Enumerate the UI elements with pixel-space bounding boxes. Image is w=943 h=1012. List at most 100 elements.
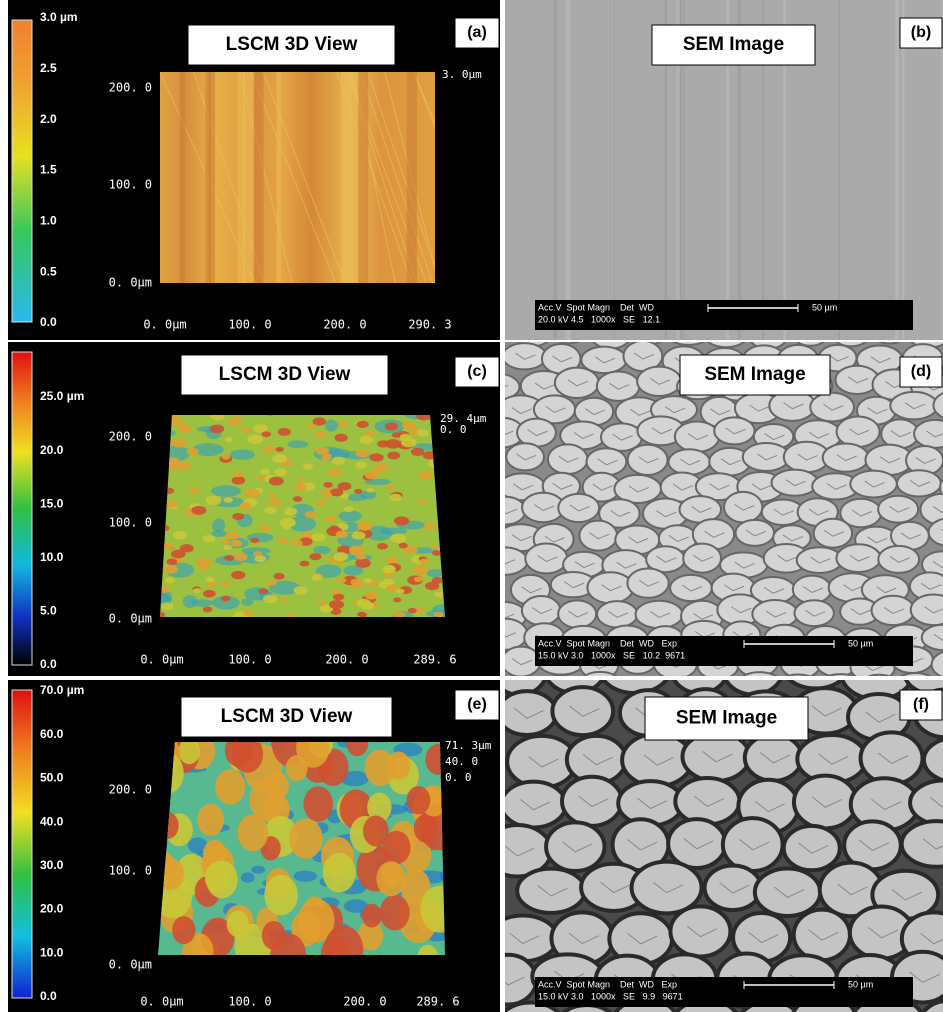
x-axis-label: 200. 0 [325,653,368,667]
info-values: 15.0 kV 3.0 1000x SE 10.2 9671 [538,650,685,660]
colorbar-label: 0.0 [40,989,57,1003]
nodule [264,875,298,915]
nodule [357,521,372,530]
nodule [166,558,177,565]
nodule [322,492,332,498]
nodule [223,545,232,550]
streak [554,0,557,340]
nodule [260,469,270,475]
nodule [349,546,364,555]
y-axis-label: 100. 0 [109,864,152,878]
y-axis-label: 200. 0 [109,430,152,444]
grain [745,734,802,780]
nodule [325,516,336,523]
nodule [267,580,277,586]
nodule [250,538,259,543]
colorbar [12,690,32,998]
colorbar-label: 50.0 [40,771,64,785]
nodule [317,601,326,606]
x-axis-label: 0. 0µm [140,653,183,667]
grain [522,596,561,625]
grain [675,422,719,452]
grain [914,420,943,448]
nodule [238,814,269,851]
stripe [254,72,264,283]
y-axis-label: 0. 0µm [109,612,152,626]
nodule [223,497,233,503]
streak [614,0,615,340]
nodule [362,904,382,928]
colorbar-label: 20.0 [40,443,64,457]
grain [837,417,880,447]
nodule [234,553,248,561]
grain [503,343,547,369]
info-header: Acc.V Spot Magn Det WD [538,302,655,312]
nodule [273,573,284,580]
nodule [434,592,443,598]
stripe [277,72,282,283]
nodule [173,531,187,539]
colorbar-label: 0.0 [40,657,57,671]
nodule [414,576,423,582]
nodule [385,423,398,431]
grain [506,443,544,470]
grain [836,544,880,572]
grain [525,544,567,574]
nodule [357,612,366,617]
colorbar-label: 0.0 [40,315,57,329]
nodule [380,895,410,931]
nodule [225,437,233,442]
valley [427,569,443,577]
nodule [228,418,241,426]
nodule [354,489,362,494]
nodule [261,431,271,437]
grain [562,777,622,826]
nodule [334,434,347,442]
x-axis-label: 100. 0 [228,995,271,1009]
x-axis-label: 289. 6 [416,995,459,1009]
nodule [278,537,289,544]
valley [212,519,225,533]
info-values: 15.0 kV 3.0 1000x SE 9.9 9671 [538,991,683,1001]
nodule [256,476,265,481]
grain [794,910,850,961]
grain [637,367,681,396]
panel-title: SEM Image [676,708,777,729]
nodule [365,592,378,600]
lscm-panel: 25.0 µm20.015.010.05.00.0200. 0100. 00. … [8,342,500,676]
nodule [165,577,175,583]
grain [636,601,683,628]
nodule [337,577,347,583]
grain [823,443,869,471]
nodule [331,589,340,594]
x-axis-label: 200. 0 [343,995,386,1009]
nodule [344,506,354,512]
grain [670,575,712,601]
nodule [240,502,252,509]
stripe [237,72,244,283]
nodule [356,462,367,469]
nodule [258,588,268,594]
colorbar-label: 60.0 [40,727,64,741]
grain [670,906,730,956]
grain [597,371,640,400]
nodule [336,531,348,538]
nodule [420,559,428,564]
grain [668,449,709,474]
grain [835,366,878,394]
colorbar-label: 30.0 [40,858,64,872]
stripe [341,72,351,283]
nodule [385,439,401,449]
grain [897,470,941,496]
nodule [370,453,384,461]
panel-label: (c) [467,363,487,380]
nodule [203,590,216,598]
panel-label: (f) [913,696,929,713]
colorbar-label: 3.0 µm [40,10,78,24]
grain [628,445,668,475]
z-axis-label: 3. 0µm [442,68,482,81]
nodule [206,496,222,506]
nodule [323,482,333,488]
nodule [365,471,380,480]
